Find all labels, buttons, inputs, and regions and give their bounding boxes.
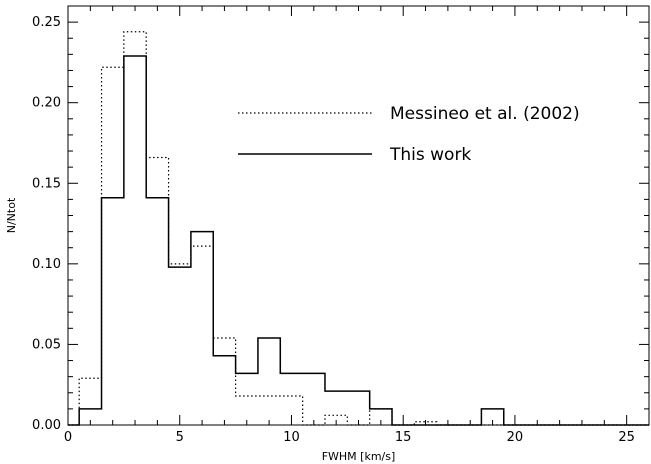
x-axis-title: FWHM [km/s] (322, 450, 396, 463)
x-tick-label: 25 (618, 430, 635, 445)
x-tick-label: 20 (507, 430, 524, 445)
y-tick-label: 0.10 (32, 257, 61, 272)
y-tick-label: 0.15 (32, 176, 61, 191)
x-tick-label: 0 (64, 430, 72, 445)
x-tick-label: 15 (395, 430, 412, 445)
y-tick-label: 0.00 (32, 418, 61, 433)
x-tick-label: 5 (176, 430, 184, 445)
x-tick-label: 10 (283, 430, 300, 445)
y-tick-label: 0.20 (32, 96, 61, 111)
series-messineo-steps (68, 31, 649, 426)
legend: Messineo et al. (2002) This work (238, 104, 580, 165)
series-layer (68, 31, 649, 426)
legend-label-this-work: This work (389, 145, 471, 165)
legend-label-messineo: Messineo et al. (2002) (390, 104, 580, 124)
y-tick-label: 0.25 (32, 15, 61, 30)
tick-labels: 0 5 10 15 20 25 0.00 0.05 0.10 0.15 0.20 0.25 (32, 15, 635, 445)
y-axis-title: N/Ntot (5, 197, 18, 233)
y-tick-label: 0.05 (32, 337, 61, 352)
ticks-layer (67, 5, 650, 426)
plot-frame (67, 5, 650, 426)
